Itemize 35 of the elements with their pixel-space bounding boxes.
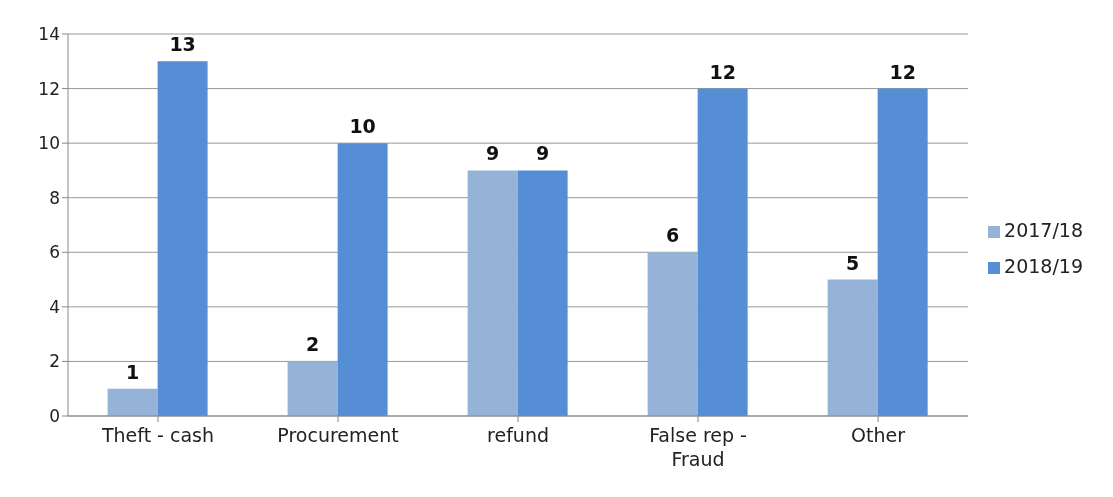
legend-label: 2018/19 — [1004, 255, 1083, 277]
bar — [827, 279, 878, 416]
x-tick-label: Procurement — [277, 424, 399, 446]
bar — [877, 88, 928, 416]
y-tick-label: 8 — [49, 187, 60, 208]
x-tick-label: Other — [851, 424, 906, 446]
y-tick-label: 0 — [49, 406, 60, 427]
data-label: 10 — [349, 115, 376, 138]
data-label: 9 — [486, 142, 500, 165]
data-label: 5 — [846, 251, 860, 274]
y-tick-label: 6 — [49, 242, 60, 263]
y-tick-label: 10 — [38, 133, 60, 154]
data-label: 1 — [125, 360, 140, 383]
y-tick-label: 2 — [49, 351, 60, 372]
bar — [287, 361, 338, 416]
legend-label: 2017/18 — [1004, 219, 1083, 241]
y-tick-label: 12 — [38, 78, 60, 99]
bar — [107, 388, 158, 416]
x-tick-label: refund — [487, 424, 549, 446]
bar — [337, 143, 388, 416]
bar — [467, 170, 518, 416]
x-tick-label: False rep - Fraud — [649, 424, 747, 470]
data-label: 12 — [889, 60, 916, 83]
bar — [517, 170, 568, 416]
y-tick-label: 14 — [38, 24, 60, 45]
data-label: 12 — [709, 60, 736, 83]
data-label: 6 — [666, 224, 680, 247]
bar — [697, 88, 748, 416]
data-label: 13 — [169, 33, 196, 56]
data-label: 9 — [536, 142, 550, 165]
x-tick-label: Theft - cash — [100, 424, 215, 446]
bar — [157, 61, 208, 416]
bar — [647, 252, 698, 416]
y-tick-label: 4 — [49, 296, 60, 317]
data-label: 2 — [306, 333, 320, 356]
